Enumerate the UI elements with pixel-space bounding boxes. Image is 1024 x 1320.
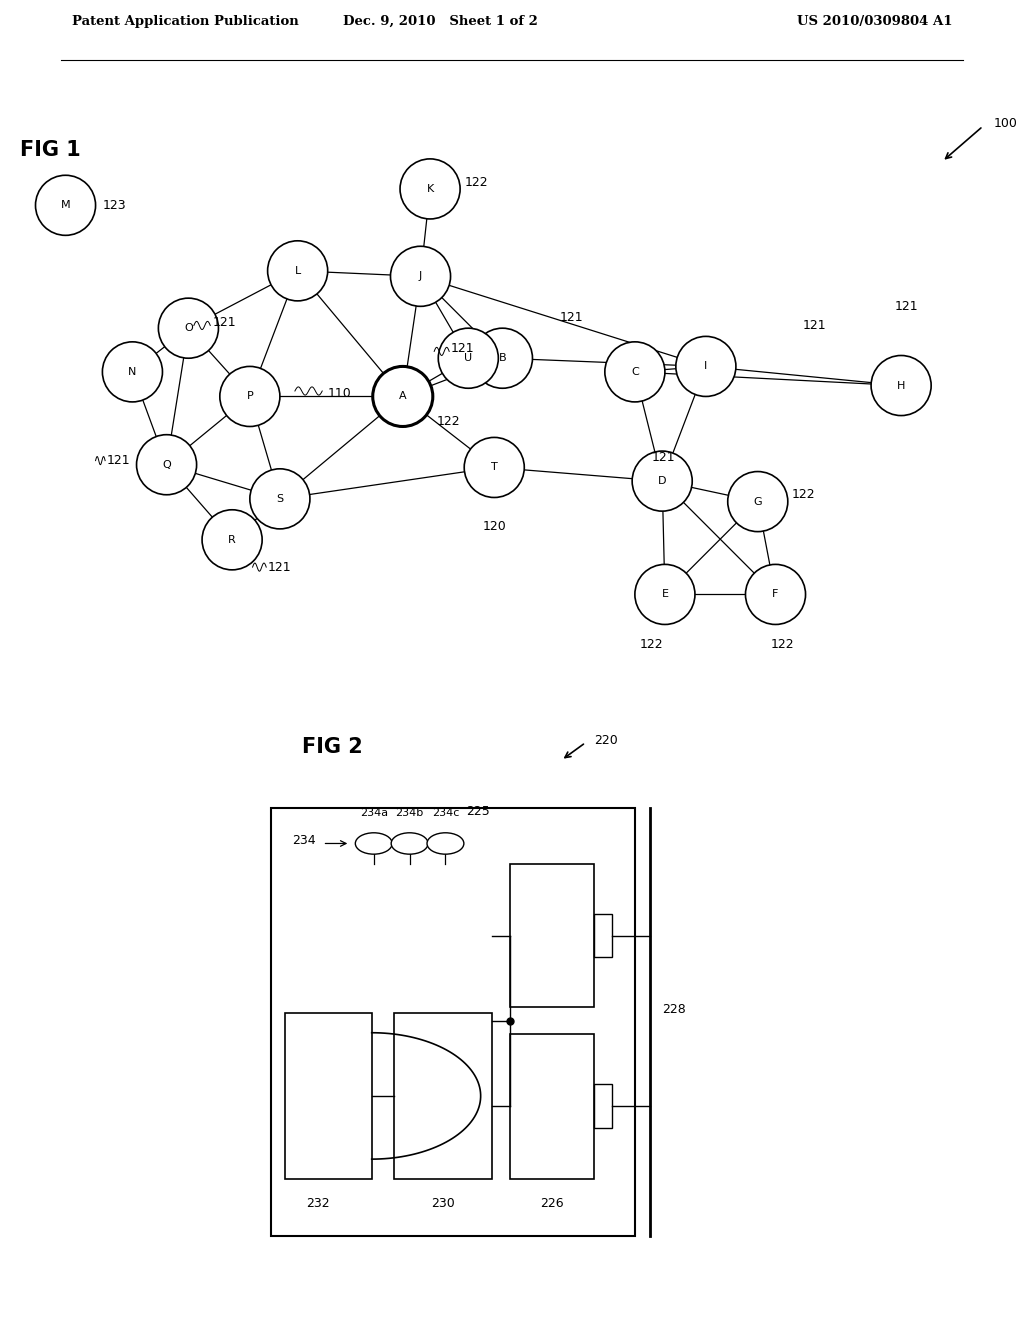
Circle shape — [427, 833, 464, 854]
Text: 230: 230 — [431, 1197, 455, 1210]
Circle shape — [728, 471, 787, 532]
Text: 120: 120 — [482, 520, 506, 533]
Text: 121: 121 — [651, 451, 675, 465]
Text: C: C — [631, 367, 639, 378]
Text: A: A — [399, 392, 407, 401]
Text: J: J — [419, 272, 422, 281]
Circle shape — [373, 367, 433, 426]
Circle shape — [676, 337, 736, 396]
Circle shape — [220, 367, 280, 426]
Text: L: L — [295, 265, 301, 276]
Text: Q: Q — [162, 459, 171, 470]
Text: FIG 1: FIG 1 — [20, 140, 81, 160]
Text: E: E — [662, 590, 669, 599]
Text: N: N — [128, 367, 136, 378]
Text: 226: 226 — [540, 1197, 564, 1210]
Text: Patent Application Publication: Patent Application Publication — [72, 16, 298, 28]
Circle shape — [355, 833, 392, 854]
Text: B: B — [499, 354, 506, 363]
Text: 123: 123 — [102, 199, 126, 211]
Text: I: I — [705, 362, 708, 371]
Text: US 2010/0309804 A1: US 2010/0309804 A1 — [797, 16, 952, 28]
Text: 122: 122 — [770, 639, 795, 652]
Circle shape — [390, 247, 451, 306]
Text: K: K — [426, 183, 434, 194]
Text: D: D — [658, 477, 667, 486]
Bar — [510, 865, 594, 1007]
Text: 122: 122 — [639, 639, 664, 652]
Circle shape — [36, 176, 95, 235]
Bar — [285, 1012, 372, 1179]
Circle shape — [871, 355, 931, 416]
Text: R: R — [228, 535, 236, 545]
Text: 234a: 234a — [359, 808, 388, 818]
Text: F: F — [772, 590, 778, 599]
Text: S: S — [276, 494, 284, 504]
Bar — [594, 915, 612, 957]
Bar — [394, 1012, 492, 1179]
Text: H: H — [897, 380, 905, 391]
Text: 100: 100 — [994, 117, 1018, 129]
Text: 121: 121 — [560, 310, 584, 323]
Bar — [594, 1085, 612, 1129]
Circle shape — [202, 510, 262, 570]
Text: 121: 121 — [894, 300, 918, 313]
Text: 121: 121 — [451, 342, 474, 355]
Text: 121: 121 — [106, 454, 130, 467]
Circle shape — [400, 158, 460, 219]
Text: 232: 232 — [306, 1197, 330, 1210]
Bar — [510, 1034, 594, 1179]
Text: 234: 234 — [292, 834, 315, 847]
Circle shape — [472, 329, 532, 388]
Text: 220: 220 — [594, 734, 617, 747]
Text: Dec. 9, 2010   Sheet 1 of 2: Dec. 9, 2010 Sheet 1 of 2 — [343, 16, 538, 28]
Circle shape — [267, 240, 328, 301]
Text: 122: 122 — [437, 414, 461, 428]
Circle shape — [136, 434, 197, 495]
Circle shape — [635, 565, 695, 624]
Text: G: G — [754, 496, 762, 507]
Circle shape — [102, 342, 163, 401]
Circle shape — [438, 329, 499, 388]
Text: 225: 225 — [466, 805, 489, 818]
Text: M: M — [60, 201, 71, 210]
Circle shape — [391, 833, 428, 854]
Circle shape — [464, 437, 524, 498]
Circle shape — [159, 298, 218, 358]
Circle shape — [632, 451, 692, 511]
Text: P: P — [247, 392, 253, 401]
Text: 122: 122 — [464, 176, 487, 189]
Text: 228: 228 — [663, 1003, 686, 1016]
Text: O: O — [184, 323, 193, 333]
Text: 121: 121 — [267, 561, 291, 574]
Text: 122: 122 — [792, 488, 815, 502]
Circle shape — [250, 469, 310, 529]
Circle shape — [605, 342, 665, 401]
Text: 121: 121 — [213, 317, 237, 329]
Text: FIG 2: FIG 2 — [302, 737, 362, 756]
Circle shape — [745, 565, 806, 624]
Bar — [271, 808, 635, 1236]
Text: T: T — [490, 462, 498, 473]
Text: 234c: 234c — [432, 808, 459, 818]
Text: 110: 110 — [328, 387, 351, 400]
Text: 234b: 234b — [395, 808, 424, 818]
Text: 121: 121 — [803, 319, 826, 331]
Text: U: U — [464, 354, 472, 363]
